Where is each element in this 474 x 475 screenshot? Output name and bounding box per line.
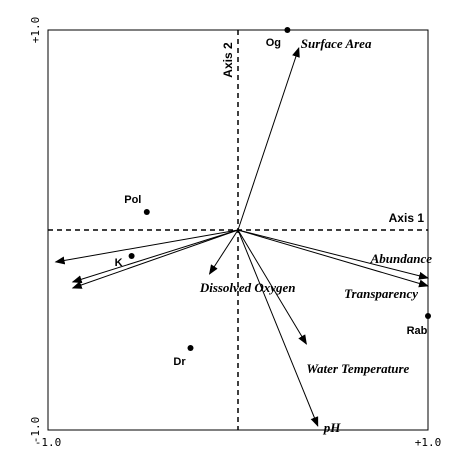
x-tick-label-max: +1.0: [415, 436, 442, 449]
site-label-dr: Dr: [173, 356, 186, 368]
x-tick-label-min: -1.0: [35, 436, 62, 449]
vector-dissolved-oxygen: [208, 229, 239, 275]
vector-ca: [54, 229, 239, 265]
vector-label-dissolved-oxygen: Dissolved Oxygen: [199, 280, 296, 295]
vector-label-transparency: Transparency: [344, 286, 418, 301]
site-label-og: Og: [266, 37, 281, 49]
site-label-k: K: [115, 257, 123, 269]
site-point-og: [284, 27, 291, 33]
vector-label-ph: pH: [323, 420, 342, 435]
site-point-rab: [425, 313, 431, 319]
vector-hco3: [71, 229, 239, 289]
y-tick-label-min: -1.0: [29, 417, 42, 444]
vector-label-water-temperature: Water Temperature: [306, 361, 409, 376]
vector-surface-area: [237, 47, 300, 231]
vector-transparency: [237, 229, 429, 288]
vector-depth: [71, 229, 239, 284]
site-point-dr: [187, 345, 194, 351]
site-point-pol: [143, 209, 150, 215]
site-point-k: [128, 253, 135, 259]
vector-label-surface-area: Surface Area: [301, 36, 372, 51]
y-tick-label-max: +1.0: [29, 17, 42, 44]
site-label-pol: Pol: [124, 194, 141, 206]
site-label-rab: Rab: [407, 325, 428, 337]
vector-label-abundance: Abundance: [370, 251, 433, 266]
vector-water-temperature: [237, 229, 307, 345]
axis-1-label: Axis 1: [389, 211, 425, 225]
vector-abundance: [237, 229, 429, 280]
vector-ph: [237, 229, 319, 427]
axis-2-label: Axis 2: [221, 42, 235, 78]
